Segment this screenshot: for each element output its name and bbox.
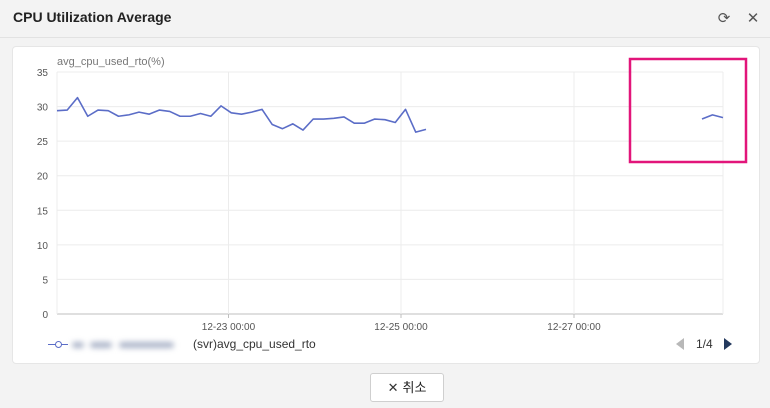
dialog-header: CPU Utilization Average ⟳ ✕ — [0, 0, 770, 38]
y-tick-label: 25 — [37, 137, 49, 148]
x-tick-label: 12-27 00:00 — [547, 322, 601, 333]
x-tick-label: 12-25 00:00 — [374, 322, 428, 333]
y-tick-label: 5 — [42, 275, 48, 286]
y-tick-label: 35 — [37, 68, 49, 79]
series-line-segment-2 — [701, 114, 724, 120]
y-tick-label: 0 — [42, 310, 48, 321]
x-tick-label: 12-23 00:00 — [202, 322, 256, 333]
chart-grid — [56, 71, 724, 318]
chart-series — [56, 96, 724, 133]
legend-dot-marker — [55, 341, 62, 348]
y-tick-label: 30 — [37, 103, 49, 114]
x-axis-ticks: 12-23 00:00 12-25 00:00 12-27 00:00 — [202, 322, 601, 333]
y-tick-label: 15 — [37, 206, 49, 217]
y-axis-ticks: 0 5 10 15 20 25 30 35 — [37, 68, 49, 321]
highlight-box — [628, 57, 748, 164]
y-tick-label: 20 — [37, 172, 49, 183]
page-indicator: 1/4 — [696, 337, 713, 351]
cancel-button[interactable]: ✕ 취소 — [370, 373, 444, 402]
next-page-icon[interactable] — [724, 338, 732, 350]
y-tick-label: 10 — [37, 241, 49, 252]
previous-page-icon[interactable] — [676, 338, 684, 350]
refresh-icon[interactable]: ⟳ — [717, 10, 731, 27]
chart-panel — [12, 46, 760, 364]
chart: avg_cpu_used_rto(%) 0 5 10 15 20 25 30 35 12-23… — [37, 56, 748, 333]
close-icon[interactable]: ✕ — [746, 10, 760, 27]
legend-blurred-server-name — [72, 337, 188, 351]
legend-series-label: (svr)avg_cpu_used_rto — [193, 337, 316, 351]
y-axis-label: avg_cpu_used_rto(%) — [57, 56, 165, 68]
cancel-button-label: 취소 — [402, 380, 427, 395]
close-x-icon: ✕ — [387, 380, 399, 395]
dialog-title: CPU Utilization Average — [13, 9, 172, 25]
series-line-segment-1 — [56, 96, 427, 133]
